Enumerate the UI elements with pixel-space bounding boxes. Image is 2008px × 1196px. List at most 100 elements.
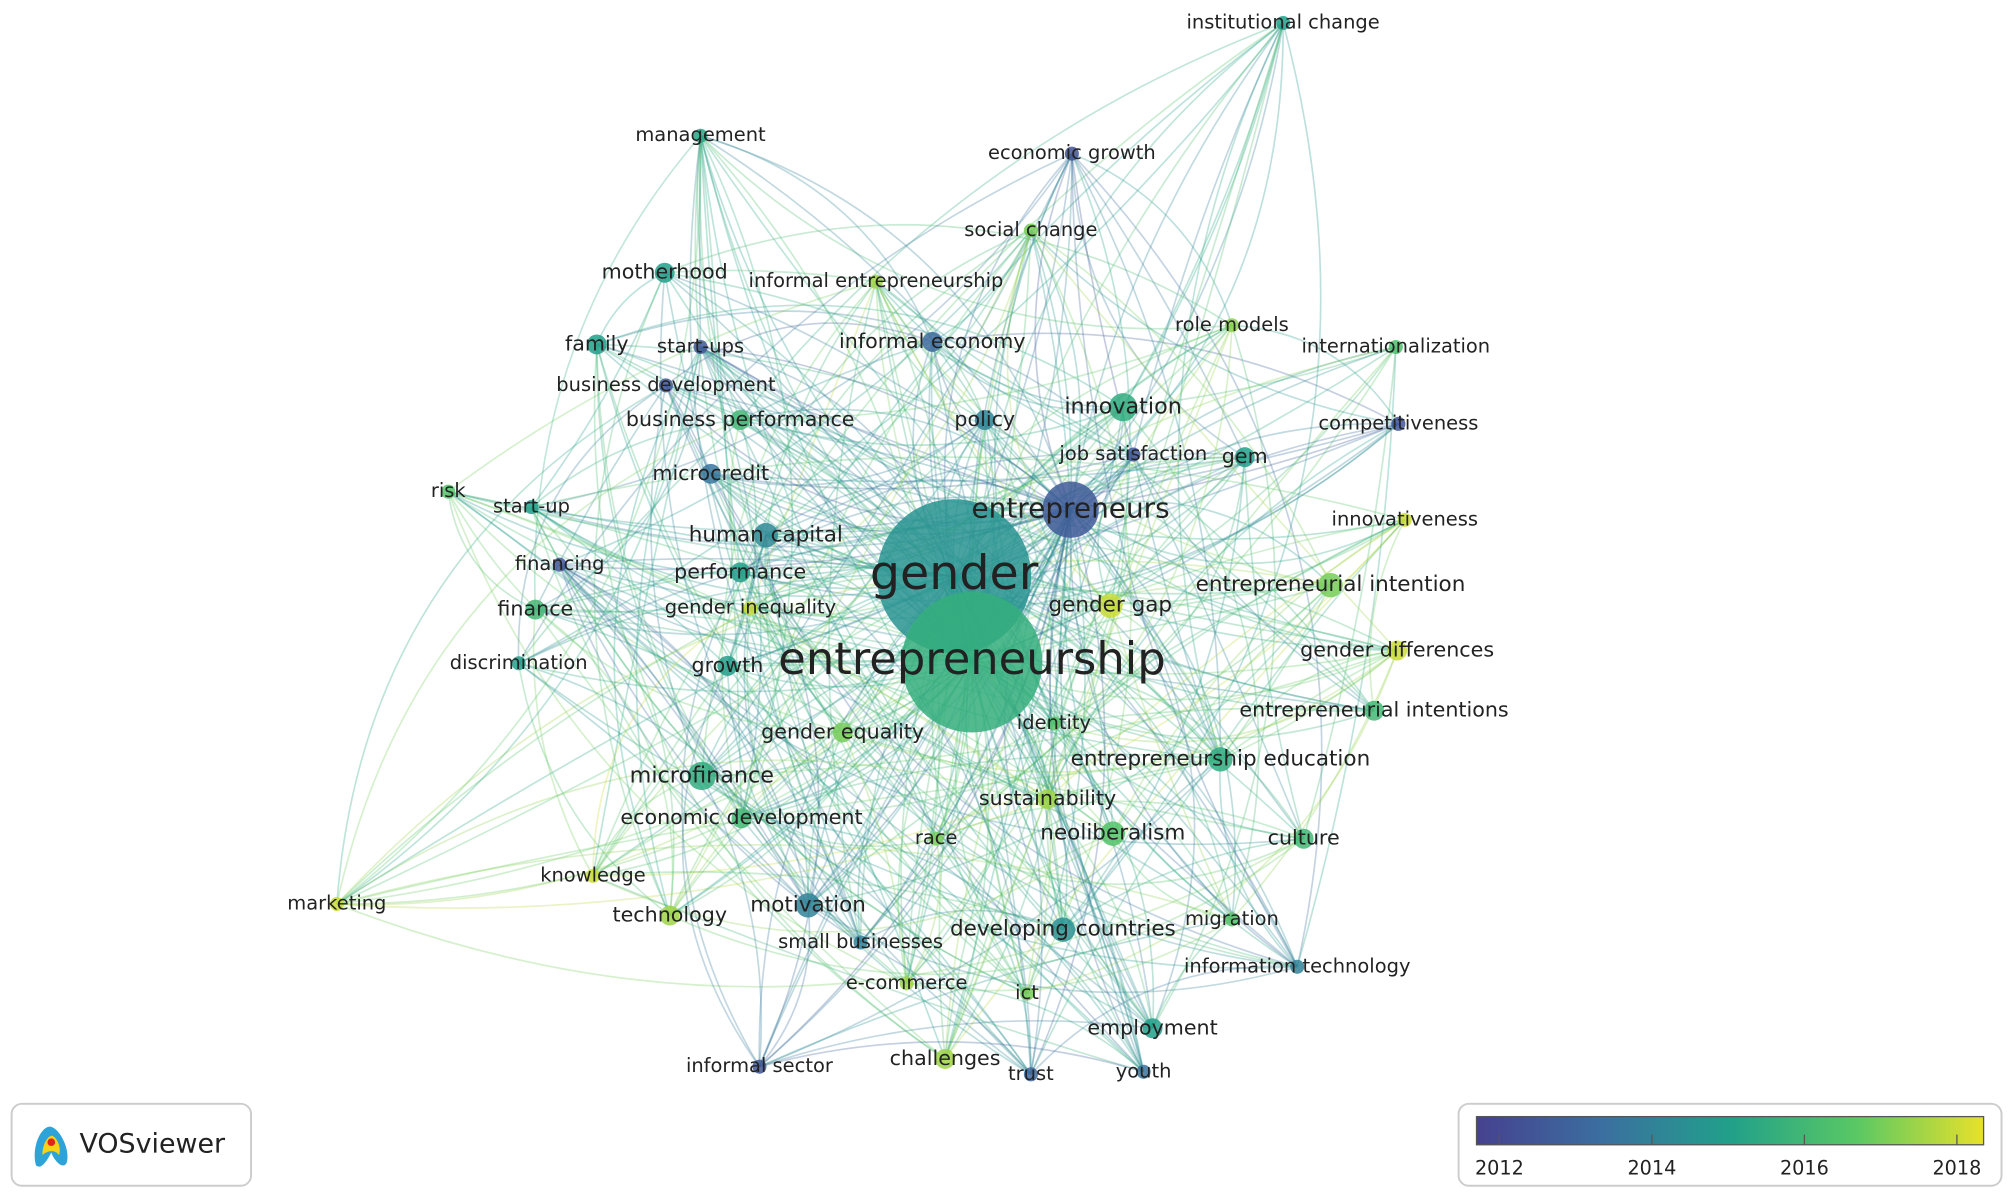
edge bbox=[765, 534, 1032, 1075]
node bbox=[1037, 789, 1058, 810]
edge bbox=[336, 731, 844, 906]
edge bbox=[530, 506, 675, 916]
edge bbox=[842, 649, 1398, 773]
edge bbox=[699, 135, 1154, 1029]
edge bbox=[447, 491, 908, 985]
node bbox=[1142, 1018, 1163, 1039]
edge bbox=[336, 798, 1048, 909]
edge bbox=[749, 607, 1032, 1075]
edge bbox=[531, 456, 1406, 521]
node bbox=[1023, 1067, 1038, 1082]
edge bbox=[710, 453, 1134, 490]
edge bbox=[749, 456, 1245, 609]
edge bbox=[635, 346, 702, 916]
edge bbox=[1026, 509, 1086, 994]
edge bbox=[447, 491, 843, 734]
edge bbox=[447, 491, 536, 611]
edge bbox=[1071, 153, 1298, 968]
edge bbox=[559, 564, 1304, 846]
edge bbox=[807, 904, 1298, 994]
edge bbox=[935, 325, 1233, 840]
edge bbox=[1026, 798, 1052, 994]
edge bbox=[906, 918, 1233, 992]
edge bbox=[749, 607, 1298, 968]
edge bbox=[710, 473, 820, 1068]
node-label: job satisfaction bbox=[1058, 442, 1207, 465]
edge bbox=[336, 135, 702, 905]
edge bbox=[1070, 509, 1398, 652]
edge bbox=[336, 384, 667, 905]
node-label: sustainability bbox=[979, 786, 1116, 810]
edge bbox=[859, 509, 1072, 944]
color-legend: 2012 2014 2016 2018 bbox=[1457, 1102, 2003, 1187]
edge bbox=[1006, 230, 1111, 607]
node bbox=[974, 410, 995, 430]
node-label: youth bbox=[1116, 1059, 1172, 1082]
legend-tick-label: 2016 bbox=[1780, 1157, 1829, 1180]
edge bbox=[1046, 798, 1064, 930]
node bbox=[329, 897, 344, 912]
edge bbox=[709, 473, 1048, 800]
edge bbox=[1302, 346, 1397, 839]
node bbox=[586, 334, 607, 355]
edge bbox=[447, 491, 973, 663]
edge bbox=[740, 324, 1233, 421]
edge bbox=[739, 423, 1399, 602]
edge bbox=[931, 341, 1124, 409]
node-label: microcredit bbox=[652, 461, 769, 485]
node bbox=[730, 562, 751, 583]
edge bbox=[447, 280, 877, 493]
edge bbox=[1069, 509, 1196, 1029]
edge bbox=[740, 229, 1032, 819]
edge bbox=[700, 346, 1398, 652]
edge bbox=[1071, 153, 1246, 458]
edge bbox=[700, 135, 1072, 511]
edge bbox=[1070, 423, 1399, 511]
node bbox=[1234, 447, 1255, 468]
edge bbox=[905, 509, 1072, 984]
edge bbox=[1062, 837, 1304, 931]
edge bbox=[935, 800, 1304, 840]
edge bbox=[932, 332, 1399, 425]
edge bbox=[1034, 153, 1073, 510]
edge bbox=[860, 909, 1064, 944]
edge bbox=[1219, 649, 1398, 760]
node bbox=[901, 591, 1043, 733]
edge bbox=[336, 346, 702, 905]
node-label: discrimination bbox=[450, 651, 588, 674]
node bbox=[1388, 339, 1403, 355]
edge bbox=[758, 575, 955, 1067]
node-label: internationalization bbox=[1302, 335, 1491, 358]
node-label: ict bbox=[1015, 981, 1039, 1004]
edge bbox=[701, 153, 1073, 777]
edge bbox=[931, 341, 1114, 834]
edge bbox=[336, 844, 1233, 921]
edge bbox=[592, 346, 702, 877]
edge bbox=[1026, 324, 1233, 994]
node bbox=[1109, 393, 1138, 422]
edge bbox=[1026, 650, 1398, 995]
edge bbox=[726, 665, 862, 944]
edge bbox=[593, 272, 671, 916]
edge bbox=[759, 918, 1233, 1068]
edge bbox=[701, 775, 763, 1067]
edge bbox=[764, 535, 844, 734]
edge bbox=[669, 406, 1124, 916]
edge bbox=[746, 608, 809, 906]
edge bbox=[663, 272, 862, 943]
edge bbox=[447, 491, 1032, 1075]
node bbox=[1023, 223, 1038, 238]
edge bbox=[1069, 324, 1233, 511]
node-label: race bbox=[915, 826, 958, 849]
edge bbox=[1070, 500, 1332, 586]
edge bbox=[1122, 22, 1284, 408]
branding-box: VOSviewer bbox=[10, 1102, 253, 1187]
node bbox=[1020, 986, 1035, 1001]
edge bbox=[765, 419, 986, 537]
edge bbox=[944, 456, 1246, 1060]
edge bbox=[559, 563, 862, 943]
node bbox=[795, 893, 821, 918]
edge bbox=[1046, 519, 1406, 800]
edge bbox=[592, 519, 1406, 877]
